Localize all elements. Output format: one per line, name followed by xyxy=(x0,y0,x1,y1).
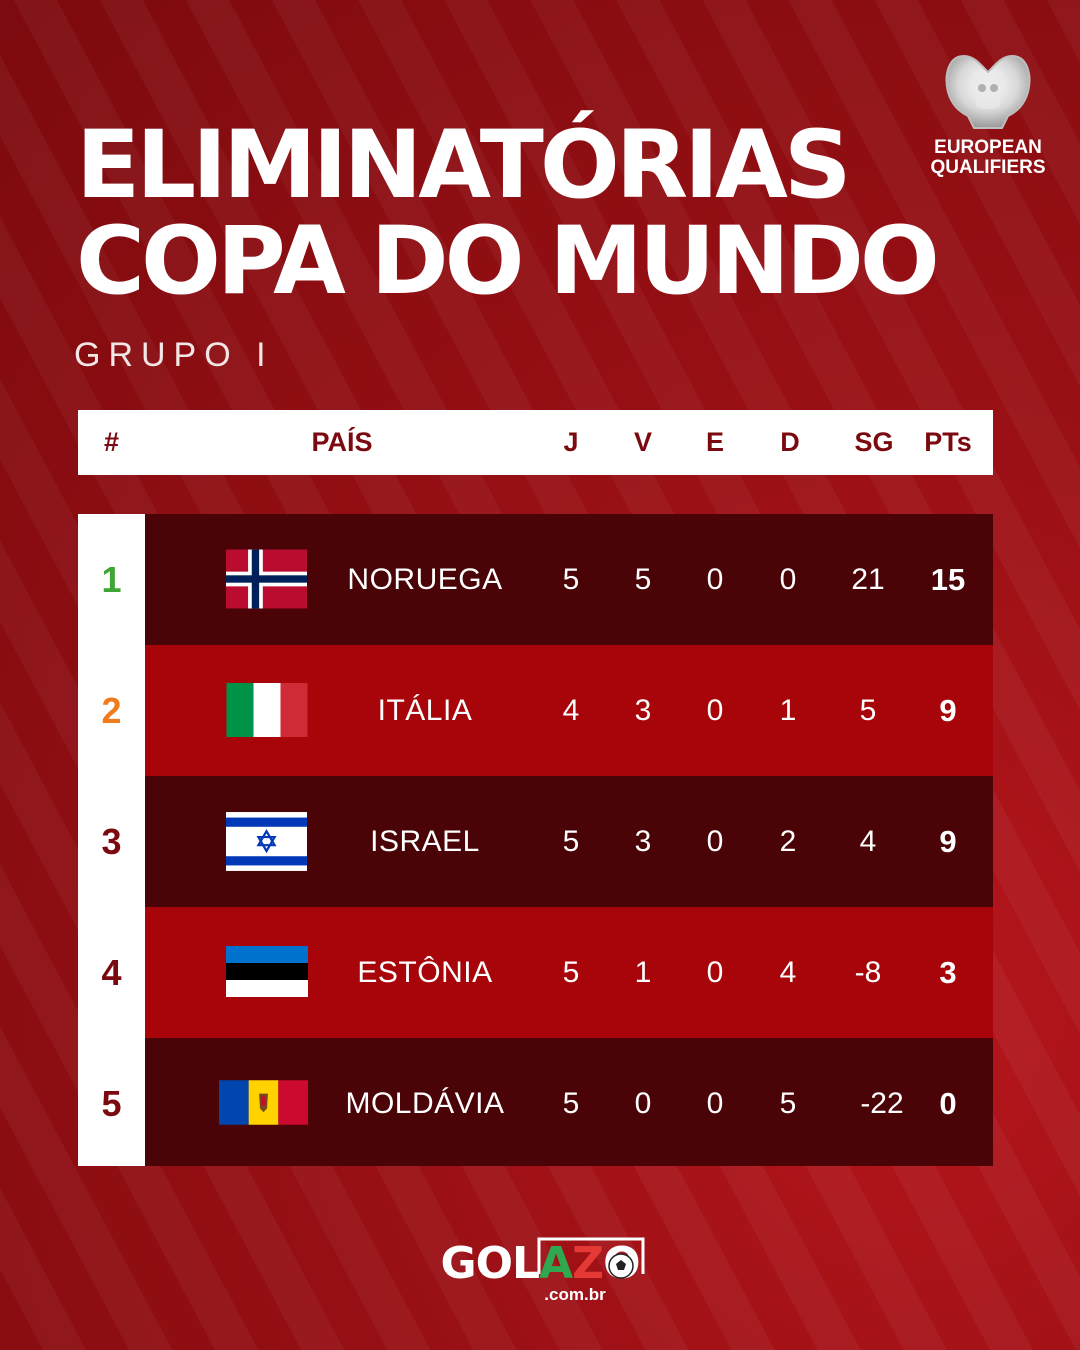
row-position: 1 xyxy=(101,559,122,600)
row-j: 5 xyxy=(562,563,580,596)
row-j: 5 xyxy=(562,825,580,858)
header-j: J xyxy=(563,427,579,457)
position-column xyxy=(78,514,145,1166)
table-header: # PAÍS J V E D SG PTs xyxy=(78,410,993,475)
row-sg: 4 xyxy=(859,825,877,858)
logo-text-line-1: EUROPEAN xyxy=(934,137,1042,158)
header-sg: SG xyxy=(854,427,894,457)
row-v: 1 xyxy=(634,956,652,989)
header-country: PAÍS xyxy=(311,427,373,457)
row-sg: 21 xyxy=(851,563,885,596)
row-d: 0 xyxy=(779,563,797,596)
row-country: MOLDÁVIA xyxy=(345,1087,505,1120)
header-pts: PTs xyxy=(924,427,972,457)
table-row: 4 ESTÔNIA 5 1 0 4 -8 3 xyxy=(78,907,993,1038)
soccer-ball-icon xyxy=(608,1253,635,1279)
row-j: 5 xyxy=(562,956,580,989)
row-e: 0 xyxy=(706,956,724,989)
brand-name-part-3: Z xyxy=(572,1238,604,1289)
row-country: ITÁLIA xyxy=(377,694,473,727)
table-row: 5 MOLDÁVIA 5 0 0 5 -22 0 xyxy=(78,1038,993,1166)
header-e: E xyxy=(705,427,724,457)
row-sg: 5 xyxy=(859,694,877,727)
uefa-trophy-icon xyxy=(945,54,1031,129)
row-position: 4 xyxy=(101,952,122,993)
row-position: 3 xyxy=(101,821,122,862)
european-qualifiers-logo: EUROPEAN QUALIFIERS xyxy=(918,46,1058,178)
row-j: 4 xyxy=(562,694,580,727)
row-e: 0 xyxy=(706,694,724,727)
row-e: 0 xyxy=(706,825,724,858)
row-d: 5 xyxy=(779,1087,797,1120)
row-position: 2 xyxy=(101,690,122,731)
page-title: ELIMINATÓRIAS COPA DO MUNDO xyxy=(76,111,940,316)
row-d: 4 xyxy=(779,956,797,989)
table-row: 3 ISRAEL 5 3 0 2 4 9 xyxy=(78,776,993,907)
table-row: 1 NORUEGA 5 5 0 0 21 15 xyxy=(78,514,993,645)
row-sg: -22 xyxy=(860,1087,904,1120)
row-e: 0 xyxy=(706,1087,724,1120)
row-position: 5 xyxy=(101,1083,122,1124)
row-j: 5 xyxy=(562,1087,580,1120)
row-v: 3 xyxy=(634,825,652,858)
header-pos: # xyxy=(103,427,120,457)
row-pts: 15 xyxy=(930,562,966,597)
title-line-1: ELIMINATÓRIAS xyxy=(76,111,852,220)
row-pts: 9 xyxy=(939,824,957,859)
title-line-2: COPA DO MUNDO xyxy=(76,207,940,316)
row-v: 0 xyxy=(634,1087,652,1120)
row-v: 3 xyxy=(634,694,652,727)
golazo-logo: GOLAZO .com.br xyxy=(0,1237,1080,1305)
row-d: 1 xyxy=(779,694,797,727)
row-v: 5 xyxy=(634,563,652,596)
row-country: ISRAEL xyxy=(370,825,480,858)
table-row: 2 ITÁLIA 4 3 0 1 5 9 xyxy=(78,645,993,776)
italy-flag-icon xyxy=(226,683,308,737)
row-country: NORUEGA xyxy=(347,563,503,596)
row-pts: 9 xyxy=(939,693,957,728)
group-label: GRUPO I xyxy=(74,336,274,374)
brand-name: GOLAZO xyxy=(440,1237,645,1289)
row-e: 0 xyxy=(706,563,724,596)
row-d: 2 xyxy=(779,825,797,858)
moldova-flag-icon xyxy=(219,1080,308,1125)
israel-flag-icon xyxy=(226,812,307,871)
norway-flag-icon xyxy=(226,549,307,609)
header-v: V xyxy=(633,427,652,457)
brand-domain: .com.br xyxy=(544,1285,606,1304)
brand-name-part-1: GOL xyxy=(440,1238,541,1289)
row-pts: 0 xyxy=(939,1086,957,1121)
header-d: D xyxy=(780,427,800,457)
row-sg: -8 xyxy=(854,956,882,989)
logo-text-line-2: QUALIFIERS xyxy=(930,157,1046,178)
row-country: ESTÔNIA xyxy=(357,956,493,989)
standings-table: 1 NORUEGA 5 5 0 0 21 15 2 ITÁLIA 4 3 0 1… xyxy=(78,514,993,1166)
estonia-flag-icon xyxy=(226,946,308,997)
row-pts: 3 xyxy=(939,955,957,990)
brand-name-part-2: A xyxy=(539,1238,573,1289)
goal-frame-icon xyxy=(537,1237,645,1274)
